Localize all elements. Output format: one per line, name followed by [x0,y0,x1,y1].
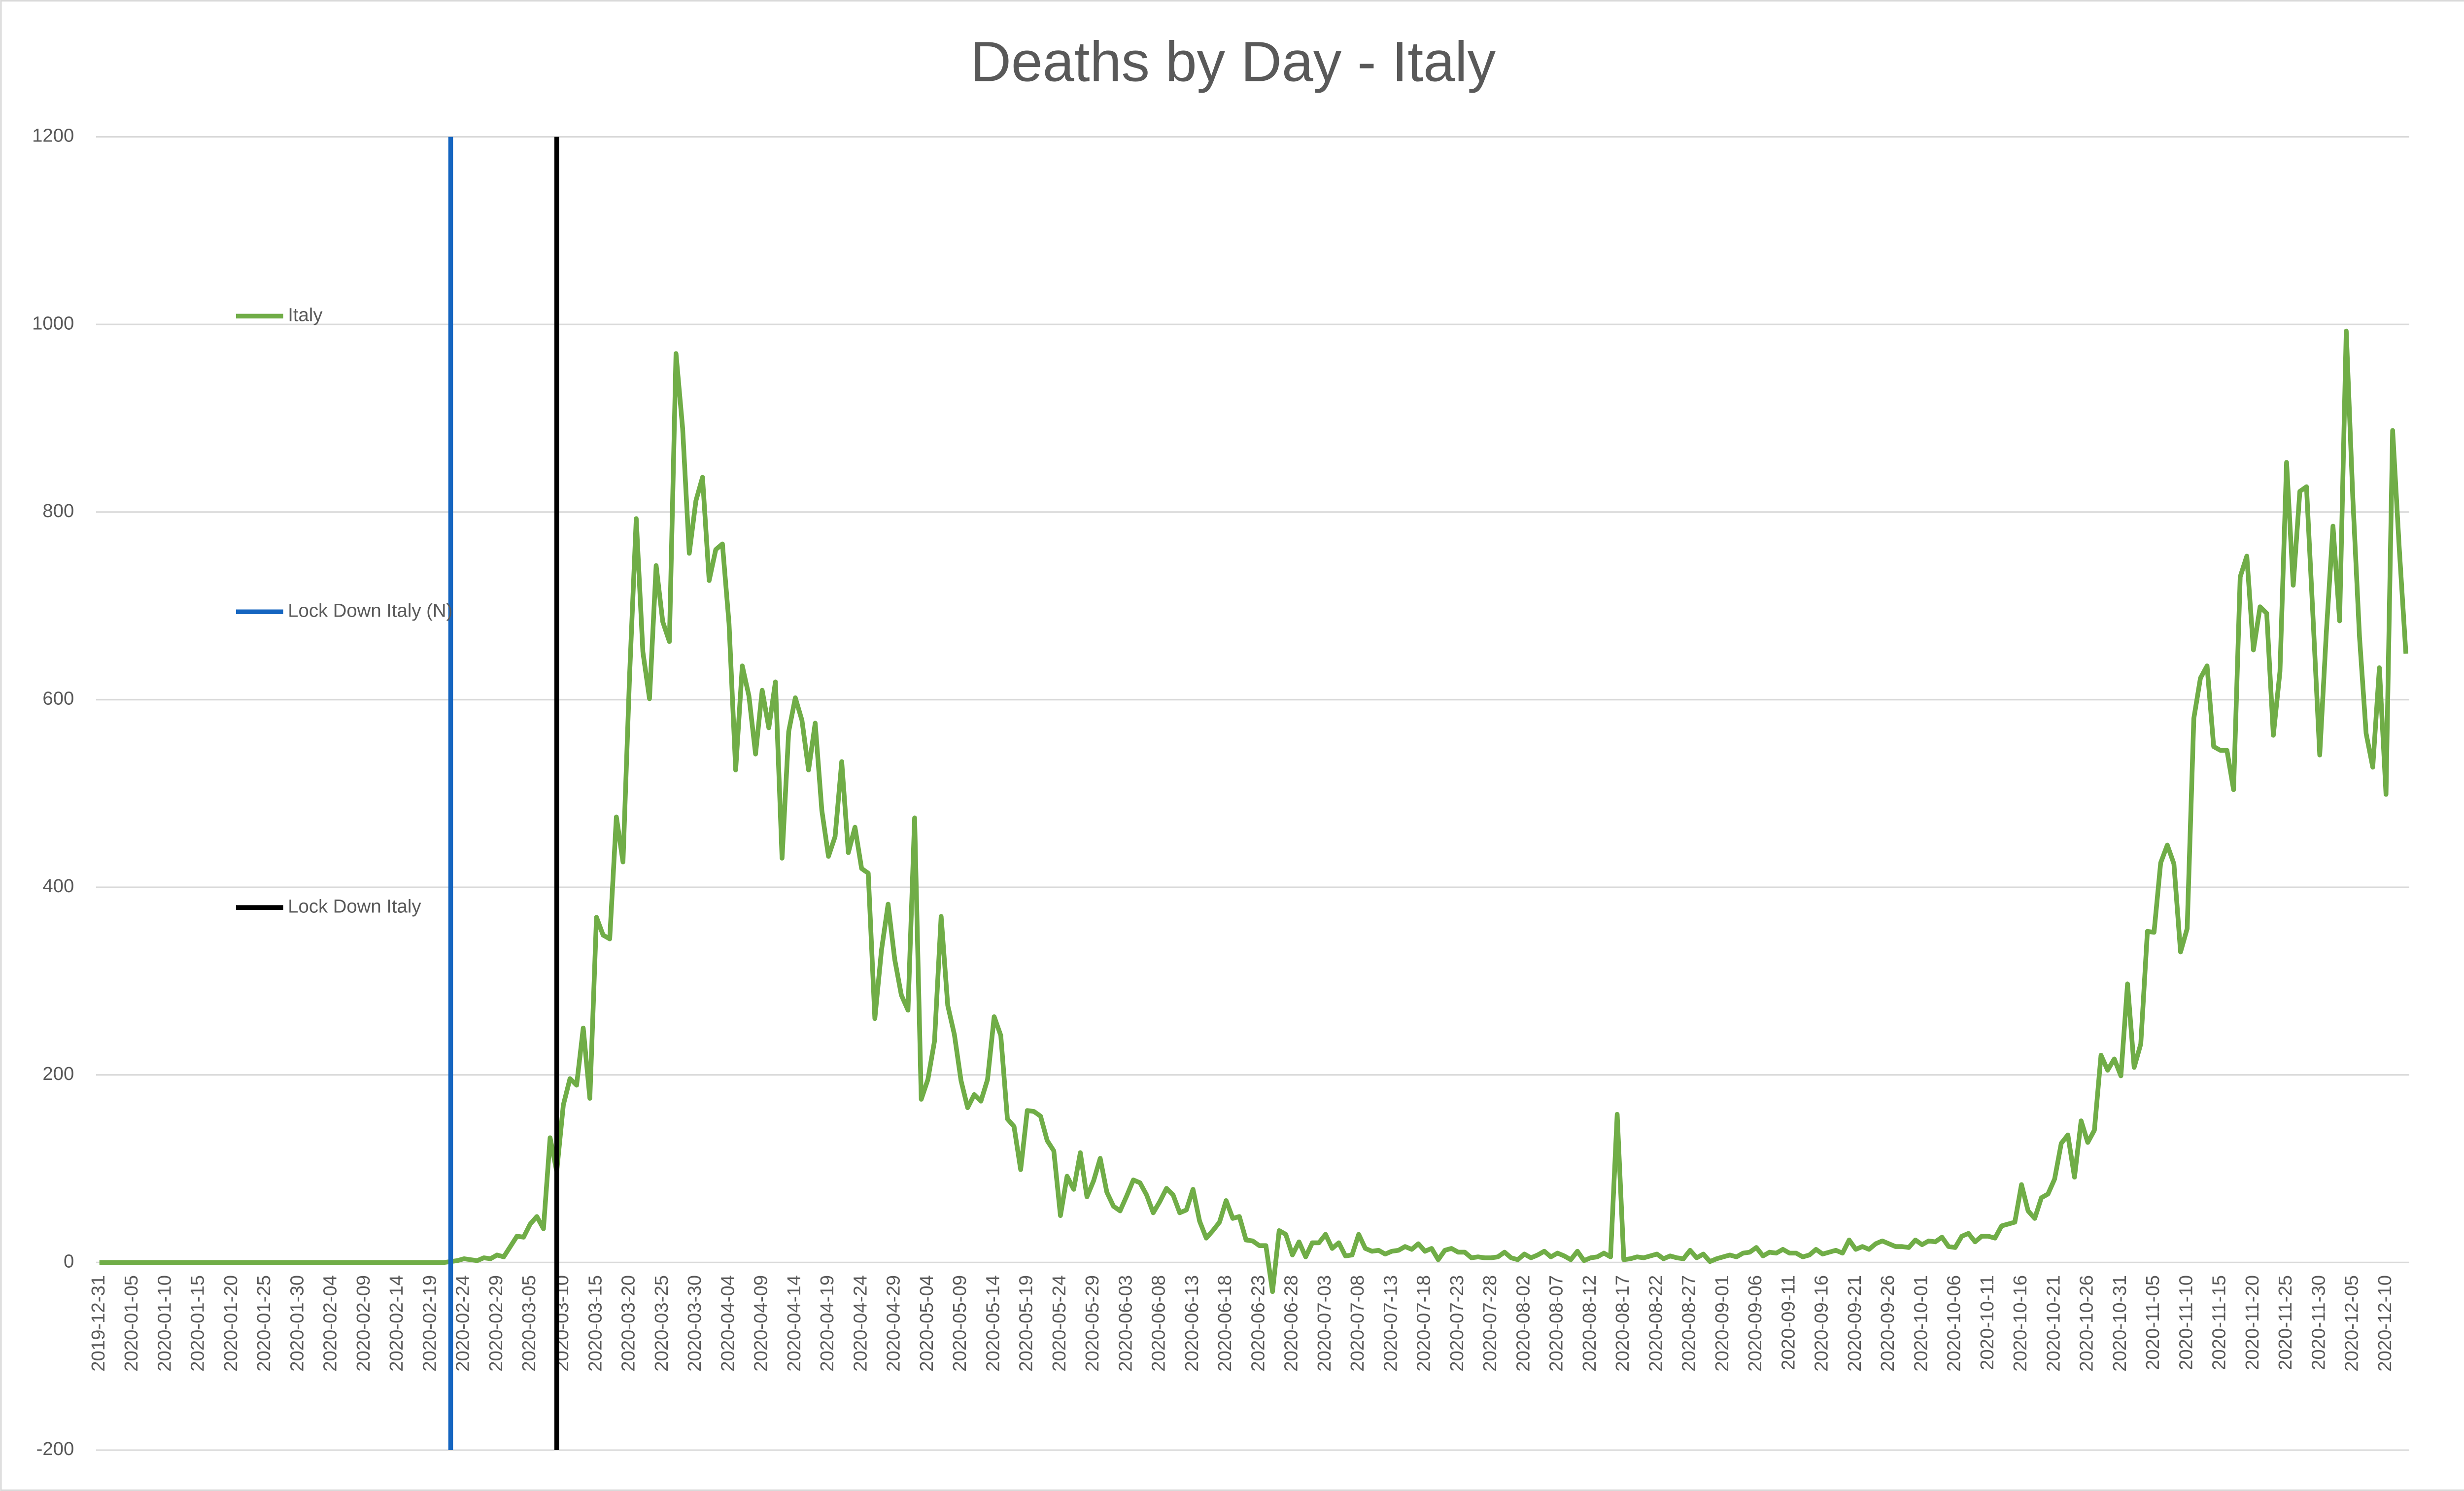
x-tick-label: 2020-07-08 [1347,1275,1368,1372]
y-tick-label: 400 [42,875,74,897]
x-tick-label: 2020-09-21 [1844,1275,1865,1372]
x-tick-label: 2020-07-13 [1380,1275,1401,1372]
x-tick-label: 2020-12-05 [2341,1275,2362,1372]
x-tick-label: 2020-01-10 [154,1275,175,1372]
x-tick-label: 2020-03-15 [585,1275,606,1372]
x-tick-label: 2020-09-06 [1745,1275,1766,1372]
x-tick-label: 2020-06-28 [1281,1275,1302,1372]
x-tick-label: 2020-10-26 [2076,1275,2097,1372]
x-tick-label: 2020-08-02 [1512,1275,1534,1372]
x-tick-label: 2020-05-09 [949,1275,970,1372]
x-tick-label: 2020-08-27 [1678,1275,1700,1372]
x-tick-label: 2020-01-25 [253,1275,274,1372]
x-tick-label: 2020-03-20 [618,1275,639,1372]
x-tick-label: 2020-03-25 [651,1275,672,1372]
x-tick-label: 2019-12-31 [88,1275,109,1372]
chart-title: Deaths by Day - Italy [970,30,1496,93]
x-tick-label: 2020-08-12 [1579,1275,1600,1372]
x-tick-label: 2020-03-30 [684,1275,705,1372]
x-tick-label: 2020-05-29 [1082,1275,1103,1372]
x-tick-label: 2020-09-16 [1811,1275,1832,1372]
x-tick-label: 2020-04-19 [817,1275,838,1372]
x-tick-label: 2020-05-19 [1016,1275,1037,1372]
x-tick-label: 2020-04-29 [883,1275,904,1372]
x-tick-label: 2020-02-24 [452,1275,474,1372]
x-tick-label: 2020-11-05 [2142,1275,2163,1370]
x-tick-label: 2020-02-14 [386,1275,407,1372]
legend-label: Italy [288,304,323,325]
x-tick-label: 2020-06-03 [1115,1275,1136,1372]
x-tick-label: 2020-01-20 [220,1275,241,1372]
x-tick-label: 2020-02-09 [353,1275,374,1372]
x-tick-label: 2020-02-29 [485,1275,507,1372]
x-tick-label: 2020-08-17 [1612,1275,1633,1372]
x-tick-label: 2020-09-01 [1711,1275,1733,1372]
x-tick-label: 2020-11-25 [2275,1275,2296,1370]
y-tick-label: 1200 [32,125,74,146]
x-tick-label: 2020-08-22 [1645,1275,1666,1372]
x-tick-label: 2020-07-03 [1314,1275,1335,1372]
x-tick-label: 2020-05-14 [982,1275,1003,1372]
x-tick-label: 2020-07-28 [1479,1275,1501,1372]
x-tick-label: 2020-02-04 [320,1275,341,1372]
x-tick-label: 2020-05-04 [916,1275,937,1372]
x-tick-label: 2020-06-18 [1214,1275,1235,1372]
y-tick-label: -200 [36,1438,74,1459]
x-tick-label: 2020-10-01 [1910,1275,1931,1372]
x-tick-label: 2020-11-20 [2242,1275,2263,1370]
x-tick-label: 2020-03-05 [518,1275,540,1372]
x-tick-label: 2020-04-14 [784,1275,805,1372]
x-tick-label: 2020-01-30 [286,1275,308,1372]
x-tick-label: 2020-05-24 [1049,1275,1070,1372]
x-tick-label: 2020-06-23 [1247,1275,1268,1372]
x-tick-label: 2020-04-09 [751,1275,772,1372]
x-tick-label: 2020-10-31 [2109,1275,2130,1372]
x-tick-label: 2020-04-04 [717,1275,738,1372]
y-tick-label: 600 [42,688,74,709]
y-tick-label: 200 [42,1063,74,1084]
x-tick-label: 2020-09-11 [1778,1275,1799,1370]
y-tick-label: 0 [64,1251,74,1272]
x-tick-label: 2020-04-24 [850,1275,871,1372]
y-tick-label: 1000 [32,312,74,334]
x-tick-label: 2020-10-21 [2043,1275,2064,1372]
x-tick-label: 2020-08-07 [1546,1275,1567,1372]
legend-label: Lock Down Italy (N) [288,600,452,621]
x-tick-label: 2020-11-30 [2308,1275,2329,1370]
x-tick-label: 2020-07-18 [1413,1275,1435,1372]
legend-label: Lock Down Italy [288,896,421,917]
x-tick-label: 2020-09-26 [1877,1275,1898,1372]
x-tick-label: 2020-10-16 [2010,1275,2031,1372]
x-tick-label: 2020-12-10 [2374,1275,2396,1372]
x-tick-label: 2020-11-10 [2175,1275,2196,1370]
y-tick-label: 800 [42,500,74,521]
x-tick-label: 2020-02-19 [419,1275,440,1372]
x-tick-label: 2020-01-05 [121,1275,142,1372]
x-tick-label: 2020-10-11 [1977,1275,1998,1370]
x-tick-label: 2020-06-08 [1148,1275,1169,1372]
x-tick-label: 2020-01-15 [187,1275,208,1372]
x-tick-label: 2020-07-23 [1446,1275,1468,1372]
x-tick-label: 2020-10-06 [1944,1275,1965,1372]
data-line [99,328,2408,1294]
x-tick-label: 2020-06-13 [1181,1275,1202,1372]
x-tick-label: 2020-11-15 [2209,1275,2230,1370]
